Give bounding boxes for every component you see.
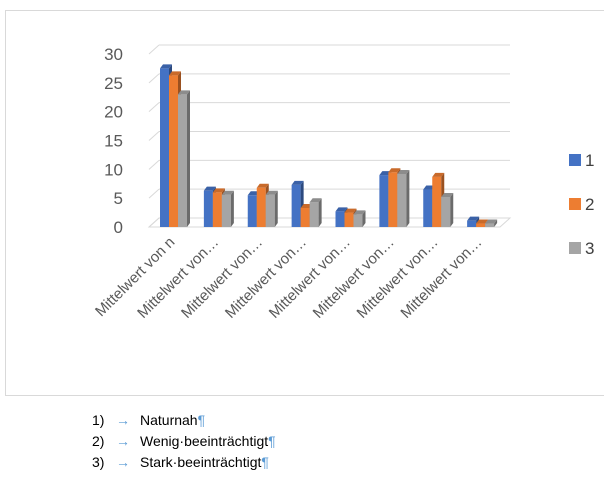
- bar-side: [318, 198, 322, 227]
- gridline-side: [148, 73, 160, 84]
- legend-label-2: 2: [585, 195, 594, 214]
- bar-top: [178, 90, 190, 95]
- bar-top: [309, 198, 322, 203]
- bar-chart: 0 5 10 15 20 25 30 Mittelwert von n Mittelwert v…: [92, 44, 594, 322]
- bar-side: [450, 193, 454, 227]
- bar-2-cat-8: [476, 223, 486, 227]
- bar-top: [256, 183, 269, 188]
- y-tick-label: 15: [104, 132, 123, 151]
- chart-frame: 0 5 10 15 20 25 30 Mittelwert von n Mittelwert v…: [5, 10, 604, 396]
- series-notes: 1) → Naturnah¶ 2) → Wenig·beeinträchtigt¶ 3)…: [92, 410, 276, 473]
- bar-top: [485, 219, 498, 224]
- legend-swatch-2: [569, 198, 581, 210]
- bar-3-cat-8: [485, 223, 495, 227]
- bar-1-cat-5: [335, 211, 345, 227]
- bar-top: [265, 190, 278, 195]
- note-text: Wenig·beeinträchtigt: [140, 433, 269, 449]
- note-text: Stark·beeinträchtigt: [140, 454, 262, 470]
- bar-1-cat-8: [467, 220, 477, 227]
- bar-top: [335, 207, 348, 212]
- bar-side: [187, 90, 190, 227]
- bar-2-cat-1: [169, 75, 178, 227]
- legend-swatch-3: [569, 242, 581, 254]
- bar-2-cat-3: [256, 187, 266, 227]
- note-number: 2): [92, 433, 105, 449]
- bar-top: [160, 64, 172, 69]
- pilcrow-mark: ¶: [261, 454, 269, 470]
- legend-swatch-1: [569, 154, 581, 166]
- bar-side: [274, 190, 278, 227]
- bar-3-cat-1: [178, 94, 187, 227]
- bar-1-cat-4: [291, 184, 301, 227]
- bar-3-cat-2: [221, 194, 231, 227]
- gridline-side: [148, 159, 160, 170]
- tab-arrow-icon: →: [116, 433, 130, 449]
- y-tick-label: 30: [104, 45, 123, 64]
- bar-top: [467, 216, 480, 221]
- bar-1-cat-2: [203, 190, 213, 227]
- bar-top: [388, 168, 401, 173]
- gridline-side: [148, 102, 160, 113]
- bar-1-cat-3: [247, 195, 257, 227]
- bar-3-cat-4: [309, 202, 319, 227]
- bar-1-cat-1: [160, 68, 169, 227]
- bar-side: [494, 219, 498, 227]
- y-tick-label: 0: [114, 218, 123, 237]
- bar-3-cat-7: [441, 197, 451, 227]
- y-tick-label: 20: [104, 103, 123, 122]
- bar-top: [344, 208, 357, 213]
- note-line-3: 3) → Stark·beeinträchtigt¶: [92, 452, 276, 473]
- bar-2-cat-6: [388, 172, 398, 227]
- y-tick-label: 5: [114, 189, 123, 208]
- x-tick-label: Mittelwert von n: [92, 234, 178, 320]
- bar-1-cat-6: [379, 175, 389, 227]
- gridline-side: [148, 44, 160, 55]
- legend-label-1: 1: [585, 151, 594, 170]
- pilcrow-mark: ¶: [197, 412, 206, 428]
- bar-side: [230, 190, 234, 227]
- bar-side: [406, 169, 410, 227]
- bar-2-cat-4: [300, 207, 310, 227]
- y-tick-label: 10: [104, 160, 123, 179]
- bar-3-cat-3: [265, 194, 275, 227]
- note-line-2: 2) → Wenig·beeinträchtigt¶: [92, 431, 276, 452]
- bar-2-cat-7: [432, 176, 442, 227]
- note-number: 3): [92, 454, 105, 470]
- bar-top: [353, 210, 366, 215]
- note-line-1: 1) → Naturnah¶: [92, 410, 276, 431]
- y-tick-label: 25: [104, 74, 123, 93]
- bar-top: [212, 188, 225, 193]
- bar-top: [203, 186, 216, 191]
- x-tick-label: Mittelwert von…: [397, 234, 485, 322]
- gridline-side: [148, 131, 160, 141]
- bar-top: [397, 169, 410, 174]
- note-text: Naturnah: [140, 412, 198, 428]
- bar-2-cat-5: [344, 212, 354, 227]
- bar-side: [362, 210, 366, 227]
- bar-3-cat-6: [397, 173, 407, 227]
- bar-top: [476, 219, 489, 224]
- bar-top: [169, 71, 181, 76]
- bar-top: [441, 193, 454, 198]
- tab-arrow-icon: →: [116, 412, 130, 428]
- bar-top: [432, 172, 445, 177]
- pilcrow-mark: ¶: [268, 433, 276, 449]
- bar-top: [221, 190, 234, 195]
- chart-floor: [147, 217, 512, 228]
- legend-label-3: 3: [585, 239, 594, 258]
- bar-1-cat-7: [423, 189, 433, 227]
- bar-3-cat-5: [353, 214, 363, 227]
- bar-top: [291, 180, 304, 185]
- tab-arrow-icon: →: [116, 454, 130, 470]
- bar-2-cat-2: [212, 192, 222, 227]
- gridline-side: [148, 188, 160, 199]
- note-number: 1): [92, 412, 105, 428]
